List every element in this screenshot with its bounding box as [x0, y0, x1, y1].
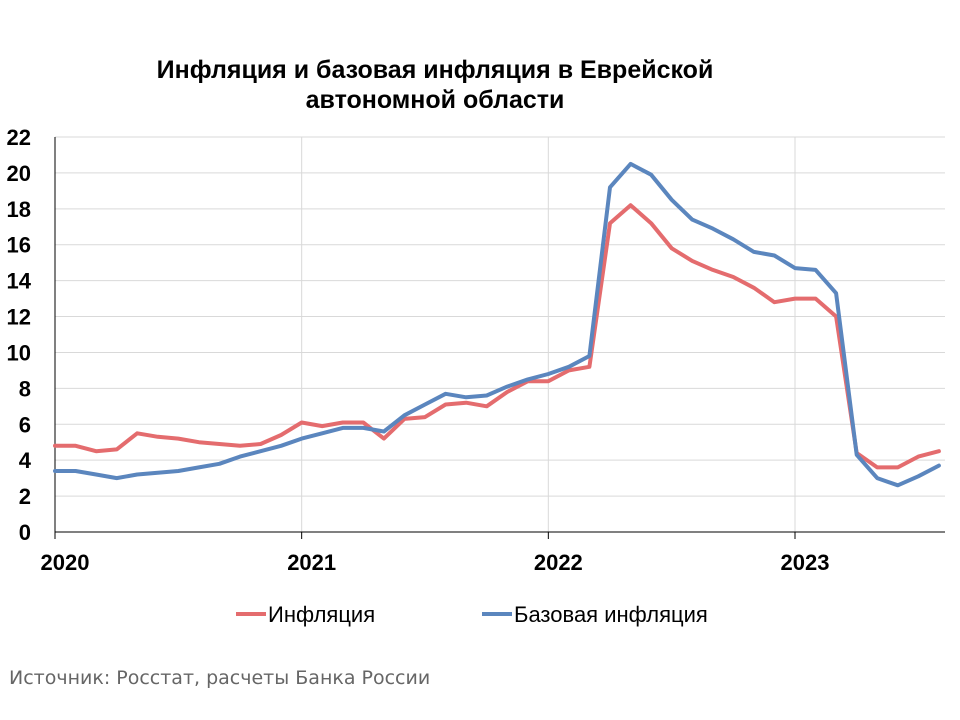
x-tick-label: 2020 — [41, 550, 90, 575]
y-tick-label: 4 — [19, 448, 32, 473]
legend-label-core-inflation: Базовая инфляция — [514, 602, 708, 627]
y-tick-label: 0 — [19, 520, 31, 545]
series-line-core-inflation — [53, 161, 941, 488]
chart-title: Инфляция и базовая инфляция в Еврейской … — [157, 56, 714, 114]
y-tick-label: 14 — [7, 269, 32, 294]
axes — [54, 137, 945, 539]
y-tick-label: 10 — [7, 340, 31, 365]
y-tick-label: 20 — [7, 161, 31, 186]
legend-label-inflation: Инфляция — [268, 602, 375, 627]
y-axis-tick-labels: 0 2 4 6 8 10 12 14 16 18 20 22 — [7, 125, 32, 545]
source-note: Источник: Росстат, расчеты Банка России — [9, 667, 430, 689]
chart-title-line-2: автономной области — [306, 86, 565, 114]
chart-title-line-1: Инфляция и базовая инфляция в Еврейской — [157, 56, 714, 84]
y-tick-label: 2 — [19, 484, 31, 509]
y-tick-label: 12 — [7, 305, 31, 330]
x-tick-label: 2021 — [287, 550, 336, 575]
x-axis-tick-labels: 2020 2021 2022 2023 — [41, 550, 830, 575]
y-tick-label: 22 — [7, 125, 31, 150]
x-tick-label: 2022 — [534, 550, 583, 575]
y-tick-label: 16 — [7, 233, 31, 258]
series-line-inflation — [53, 203, 941, 470]
series — [53, 161, 941, 488]
grid — [55, 136, 945, 532]
x-tick-label: 2023 — [781, 550, 830, 575]
y-tick-label: 18 — [7, 197, 31, 222]
y-tick-label: 6 — [19, 412, 31, 437]
legend: Инфляция Базовая инфляция — [236, 602, 708, 627]
y-tick-label: 8 — [19, 376, 31, 401]
